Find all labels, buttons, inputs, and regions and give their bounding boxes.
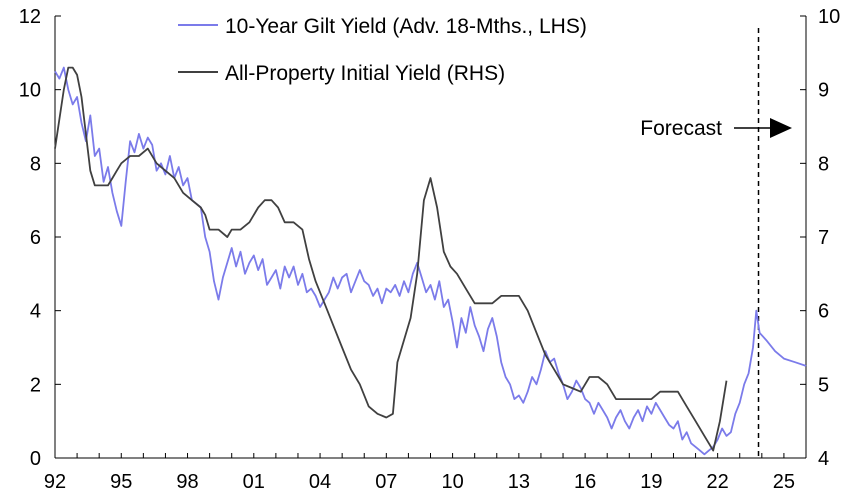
axes: 0 2 4 6 8 10 12 4 5 6 7 8 9 10 92 95 98 01 04 07 10 13 16 19 22 2… bbox=[19, 6, 841, 493]
series-line-gilt-yield bbox=[54, 66, 807, 456]
y-left-tick-label: 6 bbox=[30, 227, 41, 249]
y-right-tick-label: 10 bbox=[818, 6, 840, 28]
x-tick-label: 16 bbox=[574, 471, 596, 493]
y-left-tick-label: 4 bbox=[30, 301, 41, 323]
x-tick-label: 98 bbox=[176, 471, 198, 493]
x-tick-label: 22 bbox=[707, 471, 729, 493]
y-right-tick-label: 8 bbox=[818, 153, 829, 175]
y-right-tick-label: 4 bbox=[818, 448, 829, 470]
x-tick-label: 13 bbox=[508, 471, 530, 493]
y-right-tick-label: 5 bbox=[818, 374, 829, 396]
x-tick-label: 95 bbox=[110, 471, 132, 493]
x-tick-label: 04 bbox=[309, 471, 331, 493]
y-left-tick-label: 0 bbox=[30, 448, 41, 470]
forecast-arrow-head bbox=[770, 118, 792, 138]
x-tick-label: 07 bbox=[375, 471, 397, 493]
x-tick-label: 25 bbox=[773, 471, 795, 493]
plot-area bbox=[54, 28, 807, 458]
y-left-tick-label: 2 bbox=[30, 374, 41, 396]
legend-label-property: All-Property Initial Yield (RHS) bbox=[225, 62, 505, 85]
x-tick-label: 92 bbox=[44, 471, 66, 493]
y-left-tick-label: 10 bbox=[19, 80, 41, 102]
y-right-tick-label: 7 bbox=[818, 227, 829, 249]
forecast-label: Forecast bbox=[640, 117, 722, 140]
y-left-tick-label: 8 bbox=[30, 153, 41, 175]
forecast-annotation: Forecast bbox=[640, 117, 792, 140]
x-tick-label: 19 bbox=[640, 471, 662, 493]
x-tick-label: 10 bbox=[441, 471, 463, 493]
legend: 10-Year Gilt Yield (Adv. 18-Mths., LHS) … bbox=[178, 15, 587, 85]
x-tick-label: 01 bbox=[243, 471, 265, 493]
legend-label-gilt: 10-Year Gilt Yield (Adv. 18-Mths., LHS) bbox=[225, 15, 587, 38]
y-right-tick-label: 9 bbox=[818, 80, 829, 102]
series-line-property-yield bbox=[54, 66, 728, 452]
y-right-tick-label: 6 bbox=[818, 301, 829, 323]
y-left-tick-label: 12 bbox=[19, 6, 41, 28]
